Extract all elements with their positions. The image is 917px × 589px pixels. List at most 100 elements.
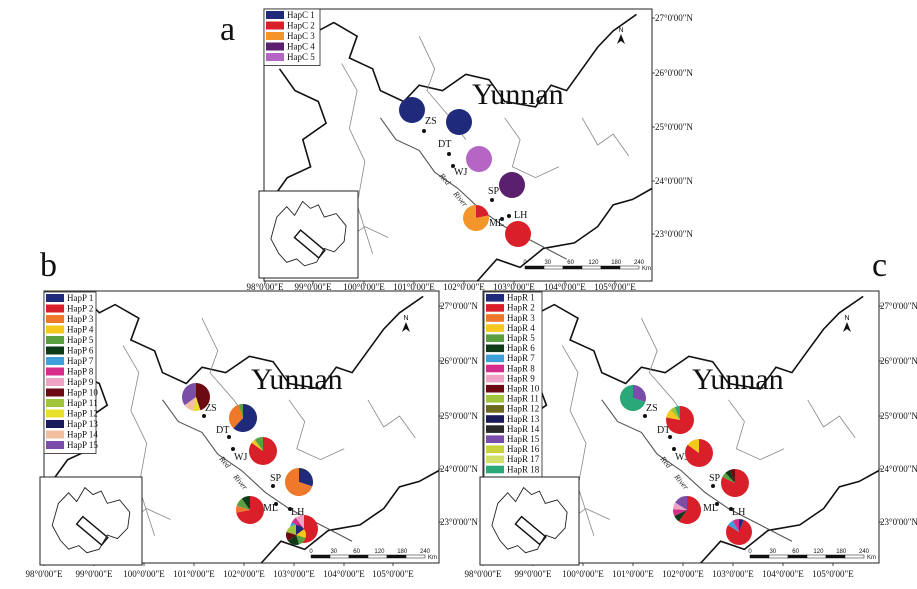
pie-slice xyxy=(296,535,306,545)
scale-tick-label: 120 xyxy=(588,260,599,266)
pie-slice xyxy=(728,520,739,532)
lon-tick-label: 99°0'00"E xyxy=(515,569,552,579)
pie-slice xyxy=(399,97,425,123)
site-dot xyxy=(643,414,647,418)
legend-swatch xyxy=(46,430,64,439)
north-label: N xyxy=(844,315,849,322)
scale-tick-label: 180 xyxy=(836,549,847,555)
legend-label: HapR 10 xyxy=(507,384,540,394)
site-pie-dt xyxy=(666,406,695,435)
lon-tick-label: 103°0'00"E xyxy=(493,282,535,292)
lon-tick-label: 98°0'00"E xyxy=(465,569,502,579)
pie-slice xyxy=(251,439,263,451)
region-label: Yunnan xyxy=(251,363,343,396)
legend-label: HapR 8 xyxy=(507,363,535,373)
north-arrow-icon xyxy=(617,34,625,44)
scale-bar-segment xyxy=(386,554,407,559)
lon-tick-label: 100°0'00"E xyxy=(123,569,165,579)
province-border xyxy=(302,13,637,108)
lat-tick-label: 25°0'00"N xyxy=(655,122,693,132)
site-pie-dt xyxy=(229,404,257,432)
legend-swatch xyxy=(486,465,504,474)
legend-swatch xyxy=(486,415,504,423)
legend-swatch xyxy=(266,32,284,40)
site-dot xyxy=(271,484,275,488)
legend-label: HapR 14 xyxy=(507,424,540,434)
site-label: LH xyxy=(514,210,527,221)
legend-label: HapP 11 xyxy=(67,398,98,408)
lat-tick-label: 23°0'00"N xyxy=(880,517,917,527)
lat-tick-label: 27°0'00"N xyxy=(440,301,478,311)
legend-swatch xyxy=(486,384,504,393)
pie-slice xyxy=(241,495,250,510)
scale-unit: Km xyxy=(428,555,437,561)
pie-slice xyxy=(739,519,744,532)
lon-tick-label: 99°0'00"E xyxy=(295,282,332,292)
pie-slice xyxy=(284,468,313,496)
site-pie-lh xyxy=(725,519,752,545)
site-dot xyxy=(447,152,451,156)
pie-slice xyxy=(238,404,243,418)
inset-province-outline xyxy=(51,486,131,554)
scale-tick-label: 240 xyxy=(634,260,645,266)
inset-study-area xyxy=(514,515,547,546)
pie-slice xyxy=(229,404,243,429)
legend-label: HapP 3 xyxy=(67,314,94,324)
scale-bar-segment xyxy=(768,554,789,559)
scale-tick-label: 120 xyxy=(374,549,385,555)
river xyxy=(561,345,595,536)
pie-slice xyxy=(287,535,300,545)
river xyxy=(504,117,560,179)
legend-swatch xyxy=(486,455,504,464)
legend-swatch xyxy=(46,346,64,355)
river xyxy=(341,63,373,254)
legend-swatch xyxy=(486,374,504,383)
province-border xyxy=(476,187,653,282)
scale-bar-segment xyxy=(367,554,388,559)
pie-slice xyxy=(296,525,305,535)
legend-swatch xyxy=(46,420,64,428)
province-border xyxy=(700,469,880,564)
legend-swatch xyxy=(486,314,504,322)
scale-tick-label: 180 xyxy=(397,549,408,555)
legend-label: HapR 7 xyxy=(507,353,535,363)
north-arrow-icon xyxy=(402,322,410,332)
inset-province-outline xyxy=(270,200,347,267)
site-label: SP xyxy=(488,186,500,197)
inset-study-area xyxy=(293,229,326,259)
pie-slice xyxy=(499,172,525,198)
region-label: Yunnan xyxy=(692,363,784,396)
lon-tick-label: 100°0'00"E xyxy=(343,282,385,292)
river xyxy=(807,399,856,439)
lon-tick-label: 105°0'00"E xyxy=(372,569,414,579)
lon-tick-label: 98°0'00"E xyxy=(26,569,63,579)
lat-tick-label: 24°0'00"N xyxy=(655,176,693,186)
scale-tick-label: 30 xyxy=(330,549,337,555)
north-arrow-icon xyxy=(843,322,851,332)
site-label: SP xyxy=(270,473,282,484)
scale-tick-label: 240 xyxy=(859,549,870,555)
province-border xyxy=(82,295,424,390)
north-label: N xyxy=(403,315,408,322)
legend-label: HapP 9 xyxy=(67,377,94,387)
province-border xyxy=(260,469,440,564)
site-pie-sp xyxy=(499,172,525,198)
inset-province-outline xyxy=(491,486,568,554)
legend-label: HapR 13 xyxy=(507,414,540,424)
lon-tick-label: 101°0'00"E xyxy=(173,569,215,579)
pie-slice xyxy=(720,469,749,497)
pie-slice xyxy=(296,529,306,539)
legend-label: HapP 7 xyxy=(67,356,94,366)
site-pie-sp xyxy=(284,468,313,496)
lat-tick-label: 26°0'00"N xyxy=(655,68,693,78)
pie-slice xyxy=(181,383,196,406)
lat-tick-label: 23°0'00"N xyxy=(440,517,478,527)
site-dot xyxy=(288,507,292,511)
legend-swatch xyxy=(486,344,504,353)
legend-swatch xyxy=(46,294,64,302)
scale-tick-label: 0 xyxy=(523,260,527,266)
site-pie-zs xyxy=(181,383,210,411)
legend-label: HapP 5 xyxy=(67,335,94,345)
